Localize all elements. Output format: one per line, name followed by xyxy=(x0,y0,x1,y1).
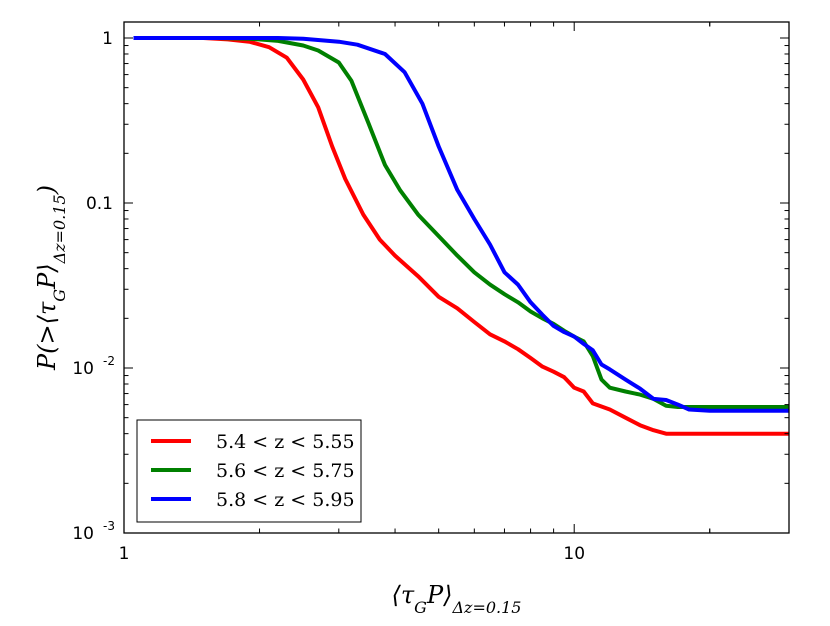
axis-labels: ⟨τGP⟩Δz=0.15 P(>⟨τGP⟩Δz=0.15) xyxy=(33,185,521,616)
y-axis-label: P(>⟨τGP⟩Δz=0.15) xyxy=(33,185,69,371)
tick-layer: 1 10 1 0.1 10 -2 10 -3 xyxy=(72,22,790,564)
plot-frame xyxy=(123,21,790,534)
legend-label-2: 5.6 < z < 5.75 xyxy=(216,460,355,482)
series-line-1 xyxy=(133,36,789,436)
y-tick-exponent: -2 xyxy=(103,354,115,368)
y-tick-label: 10 xyxy=(72,524,94,544)
legend-label-3: 5.8 < z < 5.95 xyxy=(216,489,355,511)
x-tick-label: 1 xyxy=(119,544,130,564)
y-tick-exponent: -3 xyxy=(103,519,115,533)
y-tick-label: 0.1 xyxy=(86,194,113,214)
y-tick-label: 10 xyxy=(72,359,94,379)
series-layer xyxy=(133,36,789,436)
legend-label-1: 5.4 < z < 5.55 xyxy=(216,431,355,453)
x-axis-label: ⟨τGP⟩Δz=0.15 xyxy=(392,581,522,617)
x-tick-label: 10 xyxy=(563,544,585,564)
y-tick-label: 1 xyxy=(102,29,113,49)
series-line-3 xyxy=(133,36,789,413)
legend: 5.4 < z < 5.55 5.6 < z < 5.75 5.8 < z < 5.… xyxy=(136,419,362,523)
series-line-2 xyxy=(133,36,789,409)
